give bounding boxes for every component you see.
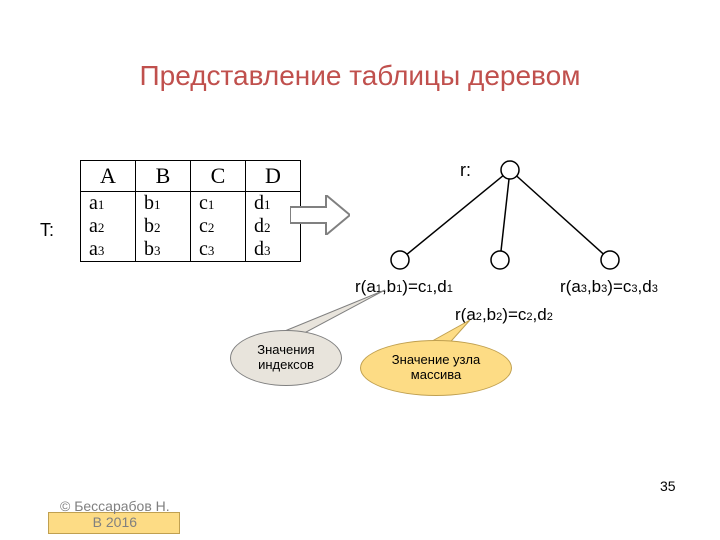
callout-value-line2: массива: [392, 368, 480, 383]
formula-2: r(a2,b2)=c2,d2: [455, 305, 553, 325]
callout-indices-line2: индексов: [257, 358, 314, 373]
copyright-line1: © Бессарабов Н.: [60, 498, 170, 514]
callout-value: Значение узла массива: [360, 340, 512, 396]
copyright: © Бессарабов Н. В 2016: [60, 498, 170, 530]
tree-diagram: [0, 0, 720, 540]
formula-3: r(a3,b3)=c3,d3: [560, 277, 658, 297]
page-number: 35: [660, 478, 676, 494]
copyright-line2: В 2016: [60, 514, 170, 530]
callout-indices-line1: Значения: [257, 343, 314, 358]
callout-indices: Значения индексов: [230, 330, 342, 386]
callout-value-line1: Значение узла: [392, 353, 480, 368]
formula-1: r(a1,b1)=c1,d1: [355, 277, 453, 297]
